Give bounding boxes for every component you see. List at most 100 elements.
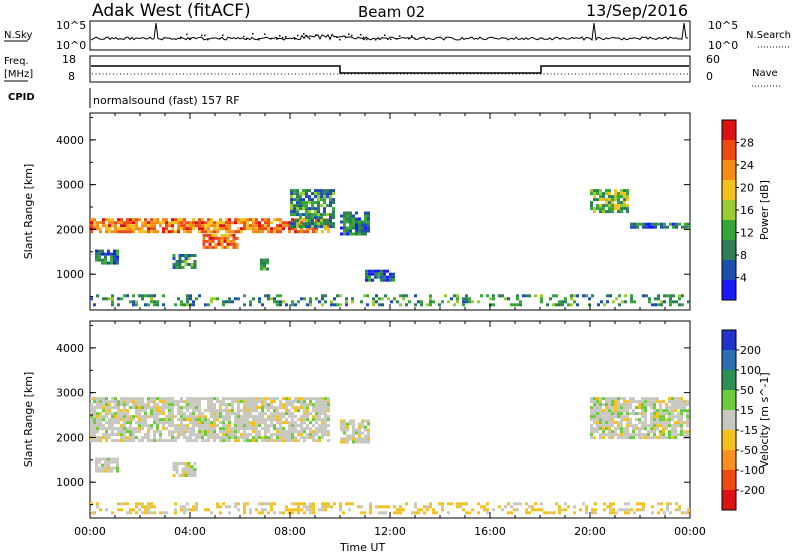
velocity-echo-cell [192, 403, 195, 407]
power-echo-cell [405, 303, 408, 307]
velocity-echo-cell [138, 397, 141, 401]
velocity-echo-cell [303, 502, 306, 506]
velocity-echo-cell [297, 400, 300, 404]
power-echo-cell [234, 297, 237, 301]
power-echo-cell [600, 300, 603, 304]
velocity-echo-cell [279, 430, 282, 434]
velocity-echo-cell [186, 508, 189, 512]
velocity-echo-cell [602, 421, 605, 425]
velocity-echo-cell [126, 397, 129, 401]
velocity-echo-cell [228, 421, 231, 425]
velocity-echo-cell [216, 436, 219, 440]
velocity-echo-cell [602, 427, 605, 431]
velocity-echo-cell [207, 427, 210, 431]
power-echo-cell [147, 294, 150, 298]
velocity-echo-cell [429, 505, 432, 509]
nsearch-point [189, 37, 191, 40]
power-echo-cell [104, 261, 107, 265]
power-echo-cell [332, 189, 335, 193]
power-echo-cell [126, 294, 129, 298]
velocity-echo-cell [675, 502, 678, 506]
power-echo-cell [156, 221, 159, 225]
velocity-echo-cell [114, 397, 117, 401]
power-echo-cell [229, 233, 233, 237]
power-echo-cell [98, 258, 101, 262]
velocity-echo-cell [644, 406, 647, 410]
velocity-echo-cell [677, 412, 680, 416]
velocity-echo-cell [608, 400, 611, 404]
velocity-echo-cell [273, 406, 276, 410]
power-echo-cell [355, 226, 358, 230]
velocity-echo-cell [642, 508, 645, 512]
power-echo-cell [279, 221, 282, 225]
power-echo-cell [626, 210, 629, 214]
velocity-echo-cell [555, 502, 558, 506]
nsearch-point [252, 33, 254, 35]
velocity-echo-cell [638, 412, 641, 416]
power-echo-cell [162, 221, 165, 225]
power-echo-cell [417, 300, 420, 304]
velocity-echo-cell [342, 511, 345, 515]
power-echo-cell [590, 189, 593, 193]
power-echo-cell [312, 230, 315, 234]
velocity-echo-cell [659, 436, 662, 440]
power-echo-cell [678, 294, 681, 298]
power-echo-cell [315, 297, 318, 301]
velocity-echo-cell [340, 440, 343, 444]
velocity-echo-cell [602, 418, 605, 422]
power-echo-cell [611, 210, 614, 214]
power-echo-cell [444, 294, 447, 298]
velocity-echo-cell [273, 502, 276, 506]
power-echo-cell [360, 300, 363, 304]
velocity-echo-cell [590, 400, 593, 404]
power-echo-cell [349, 217, 352, 221]
power-echo-cell [315, 230, 318, 234]
power-echo-cell [186, 221, 189, 225]
velocity-echo-cell [309, 403, 312, 407]
power-echo-cell [320, 192, 323, 196]
velocity-echo-cell [279, 436, 282, 440]
power-echo-cell [144, 221, 147, 225]
velocity-echo-cell [671, 433, 674, 437]
velocity-echo-cell [351, 502, 354, 506]
velocity-echo-cell [327, 424, 330, 428]
power-echo-cell [346, 232, 349, 236]
power-colorbar-segment [722, 160, 736, 181]
power-echo-cell [216, 227, 219, 231]
power-echo-cell [305, 207, 308, 211]
power-echo-cell [285, 221, 288, 225]
power-echo-cell [279, 294, 282, 298]
velocity-echo-cell [120, 502, 123, 506]
power-echo-cell [219, 221, 222, 225]
velocity-echo-cell [285, 439, 288, 443]
velocity-echo-cell [168, 409, 171, 413]
power-echo-cell [240, 227, 243, 231]
power-echo-cell [302, 192, 305, 196]
power-echo-cell [654, 297, 657, 301]
power-echo-cell [317, 219, 320, 223]
velocity-echo-cell [303, 439, 306, 443]
velocity-echo-cell [96, 430, 99, 434]
velocity-echo-cell [195, 397, 198, 401]
power-echo-cell [672, 300, 675, 304]
velocity-echo-cell [243, 400, 246, 404]
velocity-echo-cell [99, 439, 102, 443]
velocity-echo-cell [297, 406, 300, 410]
power-echo-cell [602, 210, 605, 214]
power-echo-cell [302, 207, 305, 211]
power-echo-cell [327, 224, 330, 228]
velocity-echo-cell [608, 403, 611, 407]
velocity-echo-cell [234, 427, 237, 431]
velocity-echo-cell [108, 403, 111, 407]
power-echo-cell [573, 294, 576, 298]
velocity-echo-cell [324, 409, 327, 413]
velocity-echo-cell [647, 424, 650, 428]
velocity-echo-cell [255, 409, 258, 413]
velocity-echo-cell [228, 511, 231, 515]
velocity-echo-cell [210, 397, 213, 401]
velocity-echo-cell [644, 403, 647, 407]
power-echo-cell [317, 204, 320, 208]
velocity-echo-cell [138, 508, 141, 512]
velocity-echo-cell [617, 400, 620, 404]
power-echo-cell [660, 222, 663, 226]
